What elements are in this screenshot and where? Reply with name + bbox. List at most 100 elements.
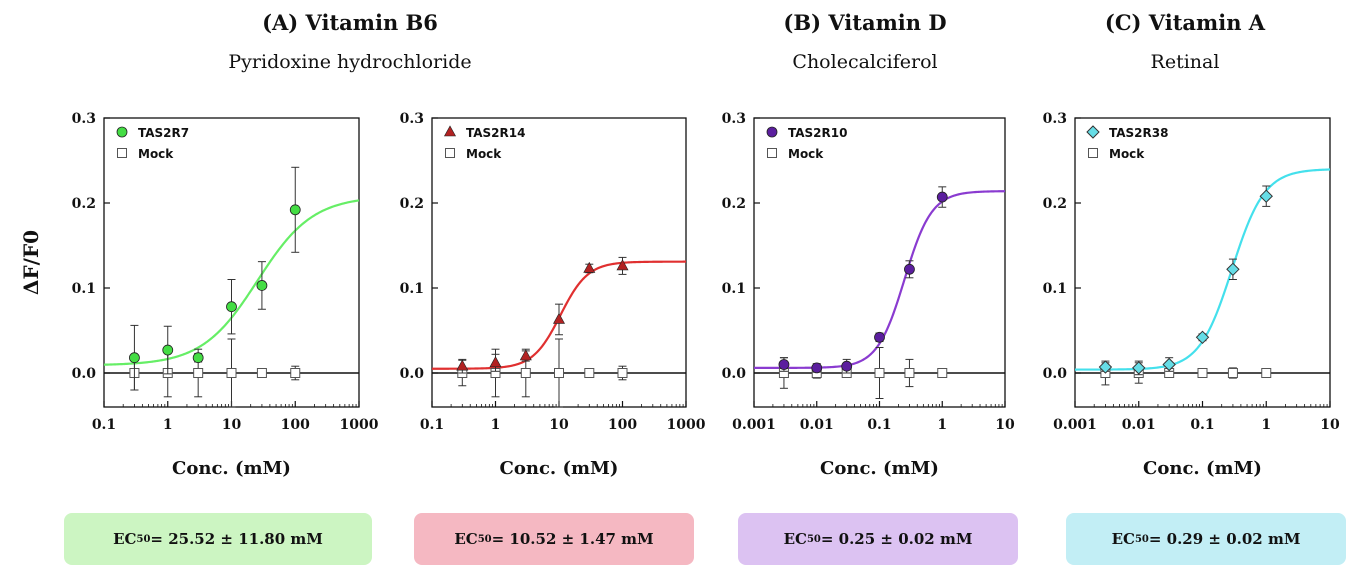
y-tick-label: 0.1 — [72, 281, 96, 297]
plot-frame — [1074, 117, 1331, 408]
x-tick-label: 0.1 — [867, 417, 891, 433]
y-tick-label: 0.0 — [400, 366, 425, 382]
legend-label: Mock — [1109, 147, 1145, 161]
legend-marker — [767, 148, 777, 158]
y-tick-label: 0.2 — [400, 196, 424, 212]
data-point — [583, 261, 596, 273]
x-tick-label: 1000 — [667, 417, 706, 433]
data-point — [256, 368, 267, 378]
legend-marker — [1086, 125, 1100, 139]
x-tick-label: 1 — [937, 417, 947, 433]
x-axis-label: Conc. (mM) — [820, 458, 939, 479]
data-point — [1197, 368, 1208, 378]
ec50-box-tas2r14: EC 50 = 10.52 ± 1.47 mM — [414, 513, 694, 565]
data-point — [226, 368, 237, 378]
header-c-title: (C) Vitamin A — [1104, 10, 1266, 35]
y-tick-label: 0.1 — [400, 281, 424, 297]
ec50-box-tas2r7: EC 50 = 25.52 ± 11.80 mM — [64, 513, 372, 565]
data-point — [554, 368, 564, 378]
header-c-subtitle: Retinal — [1150, 51, 1220, 73]
ec50-sub: 50 — [806, 533, 821, 545]
x-axis-label: Conc. (mM) — [1143, 458, 1262, 479]
data-point — [778, 359, 790, 370]
data-point — [1195, 330, 1210, 345]
ec50-prefix: EC — [1111, 530, 1135, 548]
data-point — [1098, 360, 1113, 374]
legend-marker — [1088, 148, 1098, 158]
charts-canvas: 0.0 0.1 0.2 0.3 0.1 1 10 100 1000 Conc. (mM) TAS2R… — [19, 111, 1340, 479]
y-axis-label: ΔF/F0 — [19, 230, 43, 295]
legend-label: Mock — [788, 147, 824, 161]
panel-2 — [431, 117, 687, 408]
data-point — [1261, 368, 1272, 378]
x-tick-label: 10 — [995, 417, 1015, 433]
x-tick-label: 1000 — [340, 417, 379, 433]
legend-label: Mock — [466, 147, 502, 161]
x-tick-label: 10 — [549, 417, 569, 433]
data-point — [226, 301, 237, 313]
header-a-subtitle: Pyridoxine hydrochloride — [228, 51, 472, 73]
y-tick-label: 0.1 — [722, 281, 746, 297]
x-tick-label: 0.01 — [1122, 417, 1156, 433]
panel-3 — [753, 117, 1006, 408]
data-point — [874, 368, 885, 378]
data-point — [456, 359, 469, 371]
data-point — [841, 360, 853, 372]
data-point — [616, 259, 629, 271]
legend-marker — [443, 125, 457, 137]
ec50-prefix: EC — [783, 530, 807, 548]
ec50-sub: 50 — [136, 533, 151, 545]
y-tick-label: 0.3 — [400, 111, 424, 127]
data-point — [1259, 189, 1273, 203]
data-point — [519, 349, 532, 361]
legend-label: TAS2R38 — [1109, 126, 1168, 140]
data-point — [192, 352, 204, 364]
x-tick-label: 1 — [163, 417, 173, 433]
y-tick-label: 0.3 — [722, 111, 746, 127]
ec50-box-tas2r10: EC 50 = 0.25 ± 0.02 mM — [738, 513, 1018, 565]
legend-label: TAS2R14 — [466, 126, 525, 140]
data-point — [162, 344, 174, 356]
x-tick-label: 100 — [608, 417, 637, 433]
y-tick-label: 0.2 — [1043, 196, 1067, 212]
data-point — [584, 368, 595, 378]
x-tick-label: 1 — [491, 417, 501, 433]
data-point — [193, 368, 204, 378]
legend-label: Mock — [138, 147, 174, 161]
x-tick-label: 0.001 — [1053, 417, 1097, 433]
header-b: (B) Vitamin D Cholecalciferol — [750, 10, 980, 73]
fit-curve — [754, 190, 1006, 369]
data-point — [289, 204, 301, 216]
ec50-value: = 25.52 ± 11.80 mM — [150, 530, 323, 548]
y-tick-label: 0.1 — [1043, 281, 1067, 297]
data-point — [489, 356, 502, 368]
y-tick-label: 0.0 — [1043, 366, 1068, 382]
legend-marker — [445, 148, 455, 158]
ec50-value: = 0.29 ± 0.02 mM — [1148, 530, 1301, 548]
x-tick-label: 0.01 — [800, 417, 834, 433]
data-point — [1227, 368, 1238, 378]
x-axis-label: Conc. (mM) — [172, 458, 291, 479]
y-tick-label: 0.3 — [1043, 111, 1067, 127]
ec50-sub: 50 — [1134, 533, 1149, 545]
data-point — [1226, 262, 1240, 277]
y-tick-label: 0.2 — [72, 196, 96, 212]
ec50-value: = 0.25 ± 0.02 mM — [820, 530, 973, 548]
header-a-title: (A) Vitamin B6 — [262, 10, 438, 35]
x-axis-label: Conc. (mM) — [500, 458, 619, 479]
x-tick-label: 0.1 — [1190, 417, 1214, 433]
data-point — [937, 368, 948, 378]
data-point — [904, 263, 915, 275]
x-tick-label: 1 — [1261, 417, 1271, 433]
data-point — [811, 362, 823, 374]
panel-4 — [1074, 117, 1331, 408]
ec50-sub: 50 — [477, 533, 492, 545]
x-tick-label: 0.1 — [92, 417, 116, 433]
header-c: (C) Vitamin A Retinal — [1070, 10, 1300, 73]
legend-label: TAS2R10 — [788, 126, 847, 140]
data-point — [552, 312, 566, 324]
y-tick-label: 0.0 — [722, 366, 747, 382]
x-tick-label: 100 — [281, 417, 310, 433]
header-b-title: (B) Vitamin D — [783, 10, 947, 35]
x-tick-label: 0.001 — [732, 417, 776, 433]
